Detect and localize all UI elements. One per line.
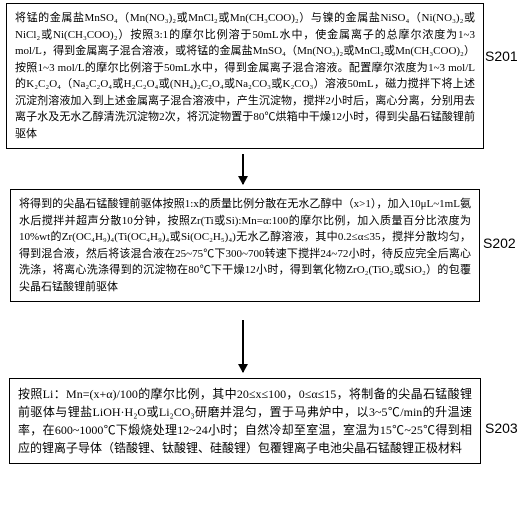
step-label-2: S202: [483, 235, 516, 251]
step-box-2: 将得到的尖晶石锰酸锂前驱体按照1:x的质量比例分散在无水乙醇中（x>1），加入1…: [10, 189, 480, 302]
step-label-1: S201: [485, 48, 518, 64]
step-label-3: S203: [485, 420, 518, 436]
step-text-3: 按照Li：Mn=(x+α)/100的摩尔比例，其中20≤x≤100，0≤α≤15…: [18, 387, 472, 455]
step-text-1: 将锰的金属盐MnSO₄（Mn(NO₃)₂或MnCl₂或Mn(CH₃COO)₂）与…: [15, 12, 475, 140]
step-box-1: 将锰的金属盐MnSO₄（Mn(NO₃)₂或MnCl₂或Mn(CH₃COO)₂）与…: [6, 3, 484, 149]
step-box-3: 按照Li：Mn=(x+α)/100的摩尔比例，其中20≤x≤100，0≤α≤15…: [9, 378, 481, 464]
arrow-2-to-3: [242, 320, 244, 372]
step-text-2: 将得到的尖晶石锰酸锂前驱体按照1:x的质量比例分散在无水乙醇中（x>1），加入1…: [19, 198, 471, 293]
arrow-1-to-2: [242, 154, 244, 184]
